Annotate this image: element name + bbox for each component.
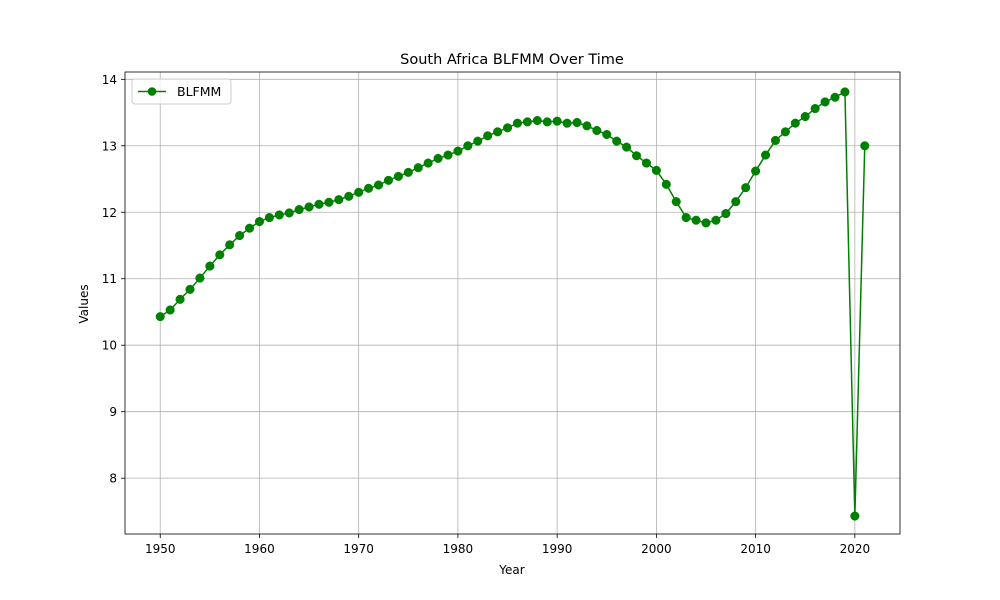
x-tick-label: 2000 bbox=[641, 542, 672, 556]
data-point bbox=[314, 199, 324, 209]
data-point bbox=[691, 215, 701, 225]
data-point bbox=[413, 163, 423, 173]
data-point bbox=[800, 111, 810, 122]
data-point bbox=[830, 92, 840, 102]
data-point bbox=[661, 179, 671, 189]
data-point bbox=[751, 166, 761, 176]
data-point bbox=[790, 118, 800, 128]
data-point bbox=[562, 118, 572, 128]
data-point bbox=[344, 191, 354, 201]
data-point bbox=[364, 183, 374, 193]
data-point bbox=[850, 511, 860, 521]
data-point bbox=[602, 129, 612, 140]
data-point bbox=[165, 305, 175, 315]
data-point bbox=[582, 121, 592, 131]
data-point bbox=[294, 205, 304, 215]
data-point bbox=[373, 180, 384, 190]
y-tick-label: 12 bbox=[102, 206, 117, 220]
data-point bbox=[860, 141, 870, 151]
data-point bbox=[304, 202, 314, 212]
x-tick-label: 1990 bbox=[542, 542, 573, 556]
data-point bbox=[502, 123, 513, 133]
data-point bbox=[244, 223, 255, 233]
data-point bbox=[453, 146, 463, 156]
data-point bbox=[483, 131, 493, 141]
data-point bbox=[631, 151, 642, 161]
legend-swatch-marker bbox=[147, 87, 157, 96]
data-point bbox=[572, 117, 582, 128]
data-point bbox=[175, 294, 185, 304]
legend: BLFMM bbox=[131, 78, 232, 105]
x-tick-label: 2020 bbox=[840, 542, 871, 556]
grid bbox=[125, 72, 900, 534]
data-point bbox=[493, 127, 503, 137]
data-point bbox=[760, 150, 771, 160]
data-point bbox=[284, 208, 294, 218]
data-point bbox=[403, 167, 413, 177]
y-tick-label: 11 bbox=[102, 272, 117, 286]
x-axis-title: Year bbox=[498, 563, 524, 577]
data-point bbox=[324, 197, 334, 207]
data-point bbox=[433, 153, 443, 163]
legend-box bbox=[131, 78, 232, 105]
plot-frame bbox=[124, 71, 901, 535]
data-point bbox=[443, 150, 453, 160]
y-tick-label: 13 bbox=[102, 139, 117, 153]
data-point bbox=[274, 210, 284, 220]
data-point bbox=[473, 136, 483, 146]
y-tick-label: 8 bbox=[109, 472, 117, 486]
data-point bbox=[383, 175, 394, 185]
axes: 1950 1960 1970 1980 1990 2000 2010 2020 8 9 10 11 12… bbox=[102, 71, 901, 556]
data-point bbox=[671, 197, 681, 207]
data-point bbox=[463, 141, 473, 151]
data-point bbox=[155, 312, 165, 322]
data-point bbox=[522, 117, 532, 127]
data-point bbox=[840, 87, 850, 97]
data-point bbox=[651, 165, 661, 175]
data-point bbox=[542, 117, 552, 127]
data-point bbox=[641, 158, 652, 168]
data-point bbox=[780, 127, 790, 137]
data-point bbox=[612, 136, 622, 146]
data-point bbox=[235, 230, 245, 241]
y-tick-label: 10 bbox=[102, 339, 117, 353]
y-tick-label: 9 bbox=[109, 405, 117, 419]
x-tick-label: 1980 bbox=[443, 542, 474, 556]
data-point bbox=[721, 209, 731, 219]
x-tick-label: 2010 bbox=[740, 542, 771, 556]
data-point bbox=[334, 195, 344, 205]
data-point bbox=[592, 125, 602, 136]
data-point bbox=[532, 115, 542, 126]
chart-title: South Africa BLFMM Over Time bbox=[400, 52, 624, 68]
data-point bbox=[264, 213, 274, 223]
legend-label: BLFMM bbox=[177, 84, 221, 99]
data-point bbox=[393, 171, 403, 181]
data-point bbox=[205, 261, 215, 271]
series-layer bbox=[155, 87, 870, 521]
data-point bbox=[552, 116, 562, 126]
data-point bbox=[820, 97, 830, 107]
data-point bbox=[423, 158, 433, 168]
data-point bbox=[731, 197, 741, 207]
x-tick-label: 1960 bbox=[244, 542, 275, 556]
y-axis-title: Values bbox=[77, 284, 91, 323]
data-point bbox=[195, 273, 205, 283]
data-point bbox=[215, 250, 225, 260]
data-point bbox=[711, 215, 721, 225]
data-point bbox=[741, 183, 751, 193]
y-tick-label: 14 bbox=[102, 73, 117, 87]
x-tick-label: 1970 bbox=[343, 542, 374, 556]
data-point bbox=[225, 240, 235, 250]
x-tick-label: 1950 bbox=[145, 542, 176, 556]
data-point bbox=[681, 213, 691, 223]
data-point bbox=[185, 284, 195, 294]
data-point bbox=[701, 218, 711, 228]
data-point bbox=[354, 187, 364, 197]
data-point bbox=[810, 104, 820, 114]
data-point bbox=[512, 118, 523, 128]
data-point bbox=[770, 135, 781, 146]
data-point bbox=[254, 217, 265, 227]
data-point bbox=[622, 142, 632, 152]
